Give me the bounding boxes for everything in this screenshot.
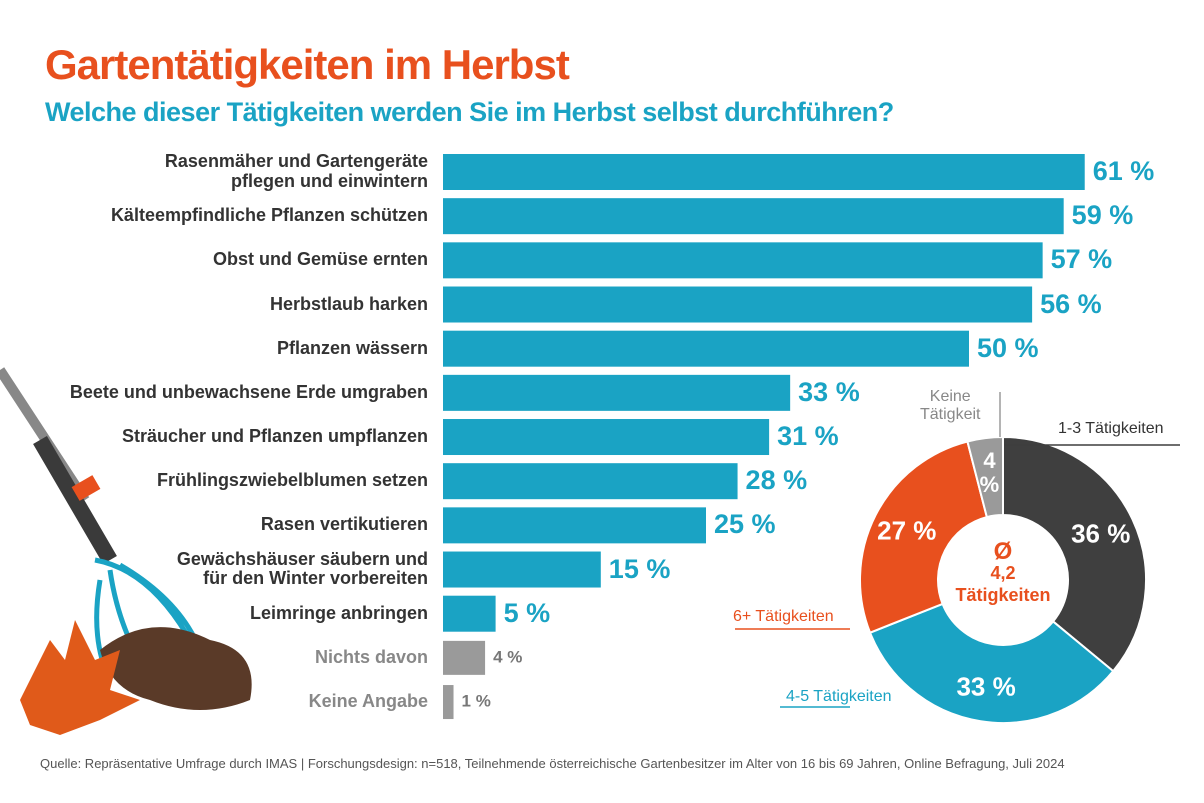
category-label: Gewächshäuser säubern und für den Winter… [176,548,428,589]
category-label: Obst und Gemüse ernten [212,249,428,270]
value-label: 31 % [777,421,839,452]
bar [443,330,969,367]
subtitle: Welche dieser Tätigkeiten werden Sie im … [45,97,894,127]
value-label: 25 % [714,509,776,540]
donut-segment [966,435,1004,519]
bar [443,463,738,500]
bar [443,685,454,720]
donut-segment [1002,435,1147,673]
bar [443,595,496,632]
value-label: 4 % [493,647,523,667]
value-label: 61 % [1092,156,1155,187]
rake-illustration [0,367,252,735]
bar [443,551,601,588]
value-label: 56 % [1040,288,1102,319]
legend-label: 6+ Tätigkeiten [733,608,834,625]
bar [443,286,1033,323]
value-label: 50 % [977,332,1039,363]
center-text: Ø [993,537,1013,565]
segment-label: 36 % [1071,518,1131,549]
category-label: Beete und unbewachsene Erde umgraben [69,381,428,402]
segment-label: 27 % [877,515,937,546]
value-label: 1 % [461,691,491,711]
category-label: Nichts davon [314,646,428,667]
bar [443,154,1085,190]
segment-label: 4 % [979,447,1000,497]
legend-label: 4-5 Tätigkeiten [786,688,892,705]
donut-segment [859,440,989,634]
value-label: 33 % [798,377,860,407]
value-label: 28 % [745,465,808,496]
category-label: Rasen vertikutieren [260,514,428,535]
bar [443,419,770,456]
value-label: 59 % [1071,200,1134,231]
bar [443,374,791,411]
donut-segment [868,602,1115,724]
value-label: 57 % [1050,244,1113,275]
value-label: 15 % [608,553,671,584]
category-label: Frühlingszwiebelblumen setzen [156,470,428,491]
title: Gartentätigkeiten im Herbst [45,41,570,88]
bar [443,242,1043,279]
legend-label: Keine Tätigkeit [920,388,981,423]
category-label: Herbstlaub harken [269,293,428,314]
bar [443,640,486,675]
category-label: Pflanzen wässern [276,337,428,358]
legend-label: 1-3 Tätigkeiten [1058,420,1164,437]
category-label: Keine Angabe [308,691,428,712]
source: Quelle: Repräsentative Umfrage durch IMA… [40,756,1065,771]
category-label: Rasenmäher und Gartengeräte pflegen und … [164,151,428,191]
category-label: Sträucher und Pflanzen umpflanzen [121,426,428,447]
bar [443,198,1064,235]
category-label: Kälteempfindliche Pflanzen schützen [110,205,428,226]
bar [443,507,706,544]
category-label: Leimringe anbringen [249,602,428,623]
segment-label: 33 % [956,671,1016,702]
value-label: 5 % [503,597,551,628]
center-text: Tätigkeiten [955,585,1051,606]
center-text: 4,2 [990,563,1016,584]
